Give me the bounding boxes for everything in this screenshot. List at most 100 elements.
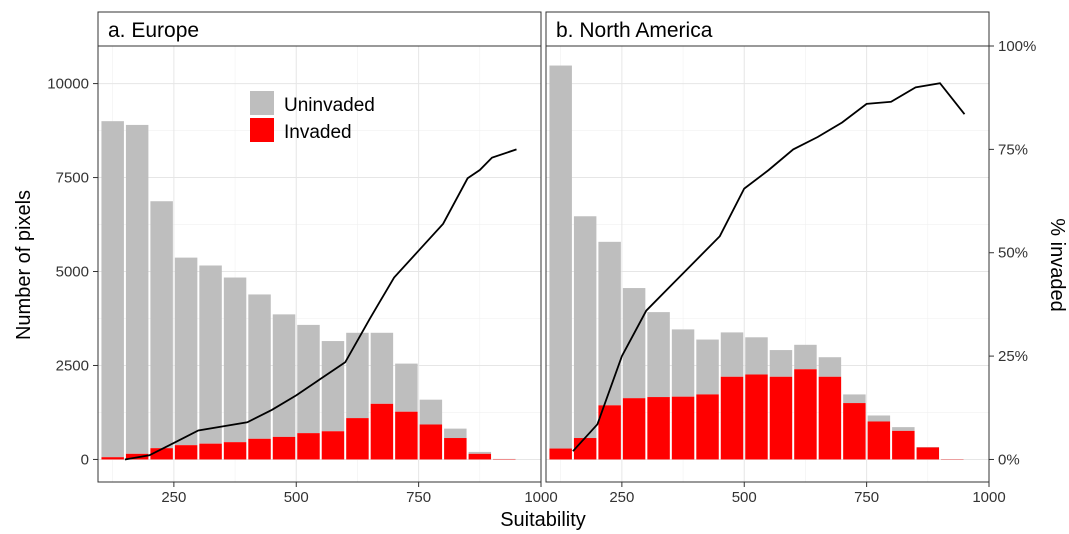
bar-uninvaded — [549, 65, 572, 449]
bar-uninvaded — [892, 427, 915, 431]
legend-label-invaded: Invaded — [284, 122, 352, 143]
y2-axis-title: % invaded — [1046, 218, 1068, 311]
bar-invaded — [598, 405, 621, 460]
bar-uninvaded — [297, 324, 320, 434]
panel-title-north-america: b. North America — [556, 19, 713, 42]
bar-invaded — [818, 376, 842, 460]
panel-north-america: b. North America — [545, 11, 990, 483]
bar-uninvaded — [199, 265, 222, 444]
bar-uninvaded — [321, 341, 345, 432]
bar-uninvaded — [573, 216, 597, 439]
y-tick-label: 2500 — [56, 357, 89, 374]
bar-uninvaded — [598, 241, 621, 406]
percent-invaded-line — [572, 82, 966, 452]
bar-invaded — [892, 430, 915, 460]
bar-invaded — [272, 436, 296, 460]
bar-invaded — [101, 457, 124, 460]
bar-uninvaded — [174, 257, 198, 446]
y2-tick-label: 0% — [998, 451, 1020, 468]
bar-invaded — [297, 433, 320, 460]
panel-europe: a. Europe — [97, 11, 542, 483]
bar-uninvaded — [843, 394, 866, 404]
bar-uninvaded — [444, 428, 467, 439]
plot-area-north-america — [546, 46, 990, 482]
bar-uninvaded — [150, 201, 173, 449]
y-tick-label: 10000 — [47, 76, 89, 93]
x-tick-label: 750 — [406, 489, 431, 506]
bar-invaded — [444, 438, 467, 460]
bar-invaded — [150, 448, 173, 460]
bar-invaded — [769, 376, 793, 460]
bar-invaded — [745, 374, 768, 460]
bar-uninvaded — [647, 312, 670, 398]
x-tick-label: 250 — [609, 489, 634, 506]
y-tick-label: 5000 — [56, 264, 89, 281]
bar-invaded — [174, 445, 198, 460]
y-tick-label: 0 — [81, 451, 89, 468]
bar-uninvaded — [346, 332, 369, 419]
bar-invaded — [419, 424, 443, 460]
bar-uninvaded — [248, 294, 271, 439]
bar-uninvaded — [696, 339, 719, 395]
y-tick-label: 7500 — [56, 170, 89, 187]
bar-invaded — [346, 418, 369, 460]
bar-invaded — [867, 421, 891, 460]
x-axis: 250 500 750 1000 250 500 750 1000 — [161, 482, 1006, 506]
bar-uninvaded — [671, 329, 695, 397]
legend-swatch-invaded — [250, 118, 274, 142]
bar-invaded — [199, 443, 222, 460]
bar-invaded — [916, 447, 940, 460]
panel-border-north-america — [545, 45, 990, 483]
bar-uninvaded — [370, 332, 394, 404]
bar-invaded — [671, 396, 695, 460]
panel-border-europe — [97, 45, 542, 483]
bar-uninvaded — [419, 399, 443, 425]
strip-europe — [97, 11, 542, 47]
bar-invaded — [843, 403, 866, 460]
x-tick-label: 500 — [284, 489, 309, 506]
y-axis-title: Number of pixels — [13, 190, 35, 340]
y2-tick-label: 25% — [998, 348, 1028, 365]
plot-area-europe — [98, 46, 542, 482]
legend-label-uninvaded: Uninvaded — [284, 95, 375, 116]
bar-invaded — [321, 431, 345, 460]
bar-invaded — [223, 442, 247, 460]
bar-invaded — [468, 453, 492, 460]
panel-title-europe: a. Europe — [108, 19, 199, 42]
bar-invaded — [622, 398, 646, 460]
x-tick-label: 1000 — [524, 489, 557, 506]
bar-invaded — [720, 376, 744, 460]
bar-invaded — [794, 369, 817, 460]
bar-invaded — [696, 394, 719, 460]
y-axis-right: 0% 25% 50% 75% 100% — [989, 38, 1036, 468]
bar-uninvaded — [223, 277, 247, 443]
bar-uninvaded — [769, 350, 793, 377]
y2-tick-label: 100% — [998, 38, 1036, 55]
x-tick-label: 250 — [161, 489, 186, 506]
bar-invaded — [248, 438, 271, 460]
percent-invaded-line — [124, 148, 517, 461]
bar-uninvaded — [622, 288, 646, 399]
x-tick-label: 1000 — [972, 489, 1005, 506]
bar-uninvaded — [867, 415, 891, 422]
bar-uninvaded — [125, 124, 149, 454]
x-axis-title: Suitability — [500, 509, 586, 531]
bar-uninvaded — [745, 337, 768, 375]
bar-uninvaded — [818, 357, 842, 377]
bar-invaded — [395, 411, 418, 460]
y2-tick-label: 50% — [998, 245, 1028, 262]
bar-invaded — [573, 438, 597, 460]
bar-invaded — [549, 448, 572, 460]
bar-invaded — [370, 403, 394, 460]
legend-swatch-uninvaded — [250, 91, 274, 115]
strip-north-america — [545, 11, 990, 47]
x-tick-label: 500 — [732, 489, 757, 506]
bar-uninvaded — [101, 121, 124, 458]
y-axis-left: 0 2500 5000 7500 10000 — [47, 76, 98, 468]
bar-uninvaded — [272, 314, 296, 437]
legend: Uninvaded Invaded — [250, 91, 375, 143]
bar-uninvaded — [720, 332, 744, 377]
bar-uninvaded — [395, 363, 418, 412]
bar-uninvaded — [794, 344, 817, 370]
